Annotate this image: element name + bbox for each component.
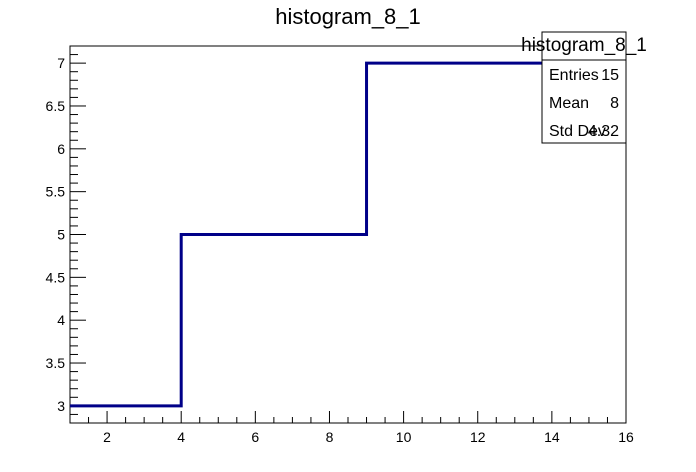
y-axis: 3 3.5 4 4.5 5 5.5 6 6.5 7 — [46, 45, 86, 424]
x-tick-label: 8 — [326, 429, 334, 445]
y-tick-label: 6.5 — [46, 98, 66, 114]
y-tick-label: 6 — [57, 141, 65, 157]
stats-box: histogram_8_1 Entries 15 Mean 8 Std Dev … — [521, 31, 647, 144]
stats-box-name: histogram_8_1 — [521, 35, 647, 56]
x-tick-label: 10 — [396, 429, 412, 445]
y-tick-label: 7 — [57, 55, 65, 71]
stats-box-frame — [541, 31, 627, 144]
stats-entries-value: 15 — [601, 67, 619, 84]
histogram-step-line — [70, 61, 626, 408]
y-tick-label: 4 — [57, 312, 65, 328]
y-tick-label: 5 — [57, 227, 65, 243]
chart-title: histogram_8_1 — [275, 4, 421, 29]
y-tick-label: 3 — [57, 398, 65, 414]
stats-stddev-label: Std Dev — [549, 123, 606, 140]
x-tick-label: 14 — [544, 429, 560, 445]
y-tick-label: 3.5 — [46, 355, 66, 371]
stats-mean-value: 8 — [610, 95, 619, 112]
x-tick-label: 16 — [618, 429, 634, 445]
y-tick-label: 5.5 — [46, 184, 66, 200]
x-tick-label: 2 — [103, 429, 111, 445]
y-tick-label: 4.5 — [46, 269, 66, 285]
stats-mean-label: Mean — [549, 95, 589, 112]
x-tick-label: 4 — [177, 429, 185, 445]
x-axis: 2 4 6 8 10 12 14 16 — [69, 411, 634, 445]
x-tick-label: 6 — [251, 429, 259, 445]
x-tick-label: 12 — [470, 429, 486, 445]
histogram-series — [70, 61, 626, 408]
stats-stddev-value: 4.32 — [588, 123, 619, 140]
stats-entries-label: Entries — [549, 67, 599, 84]
